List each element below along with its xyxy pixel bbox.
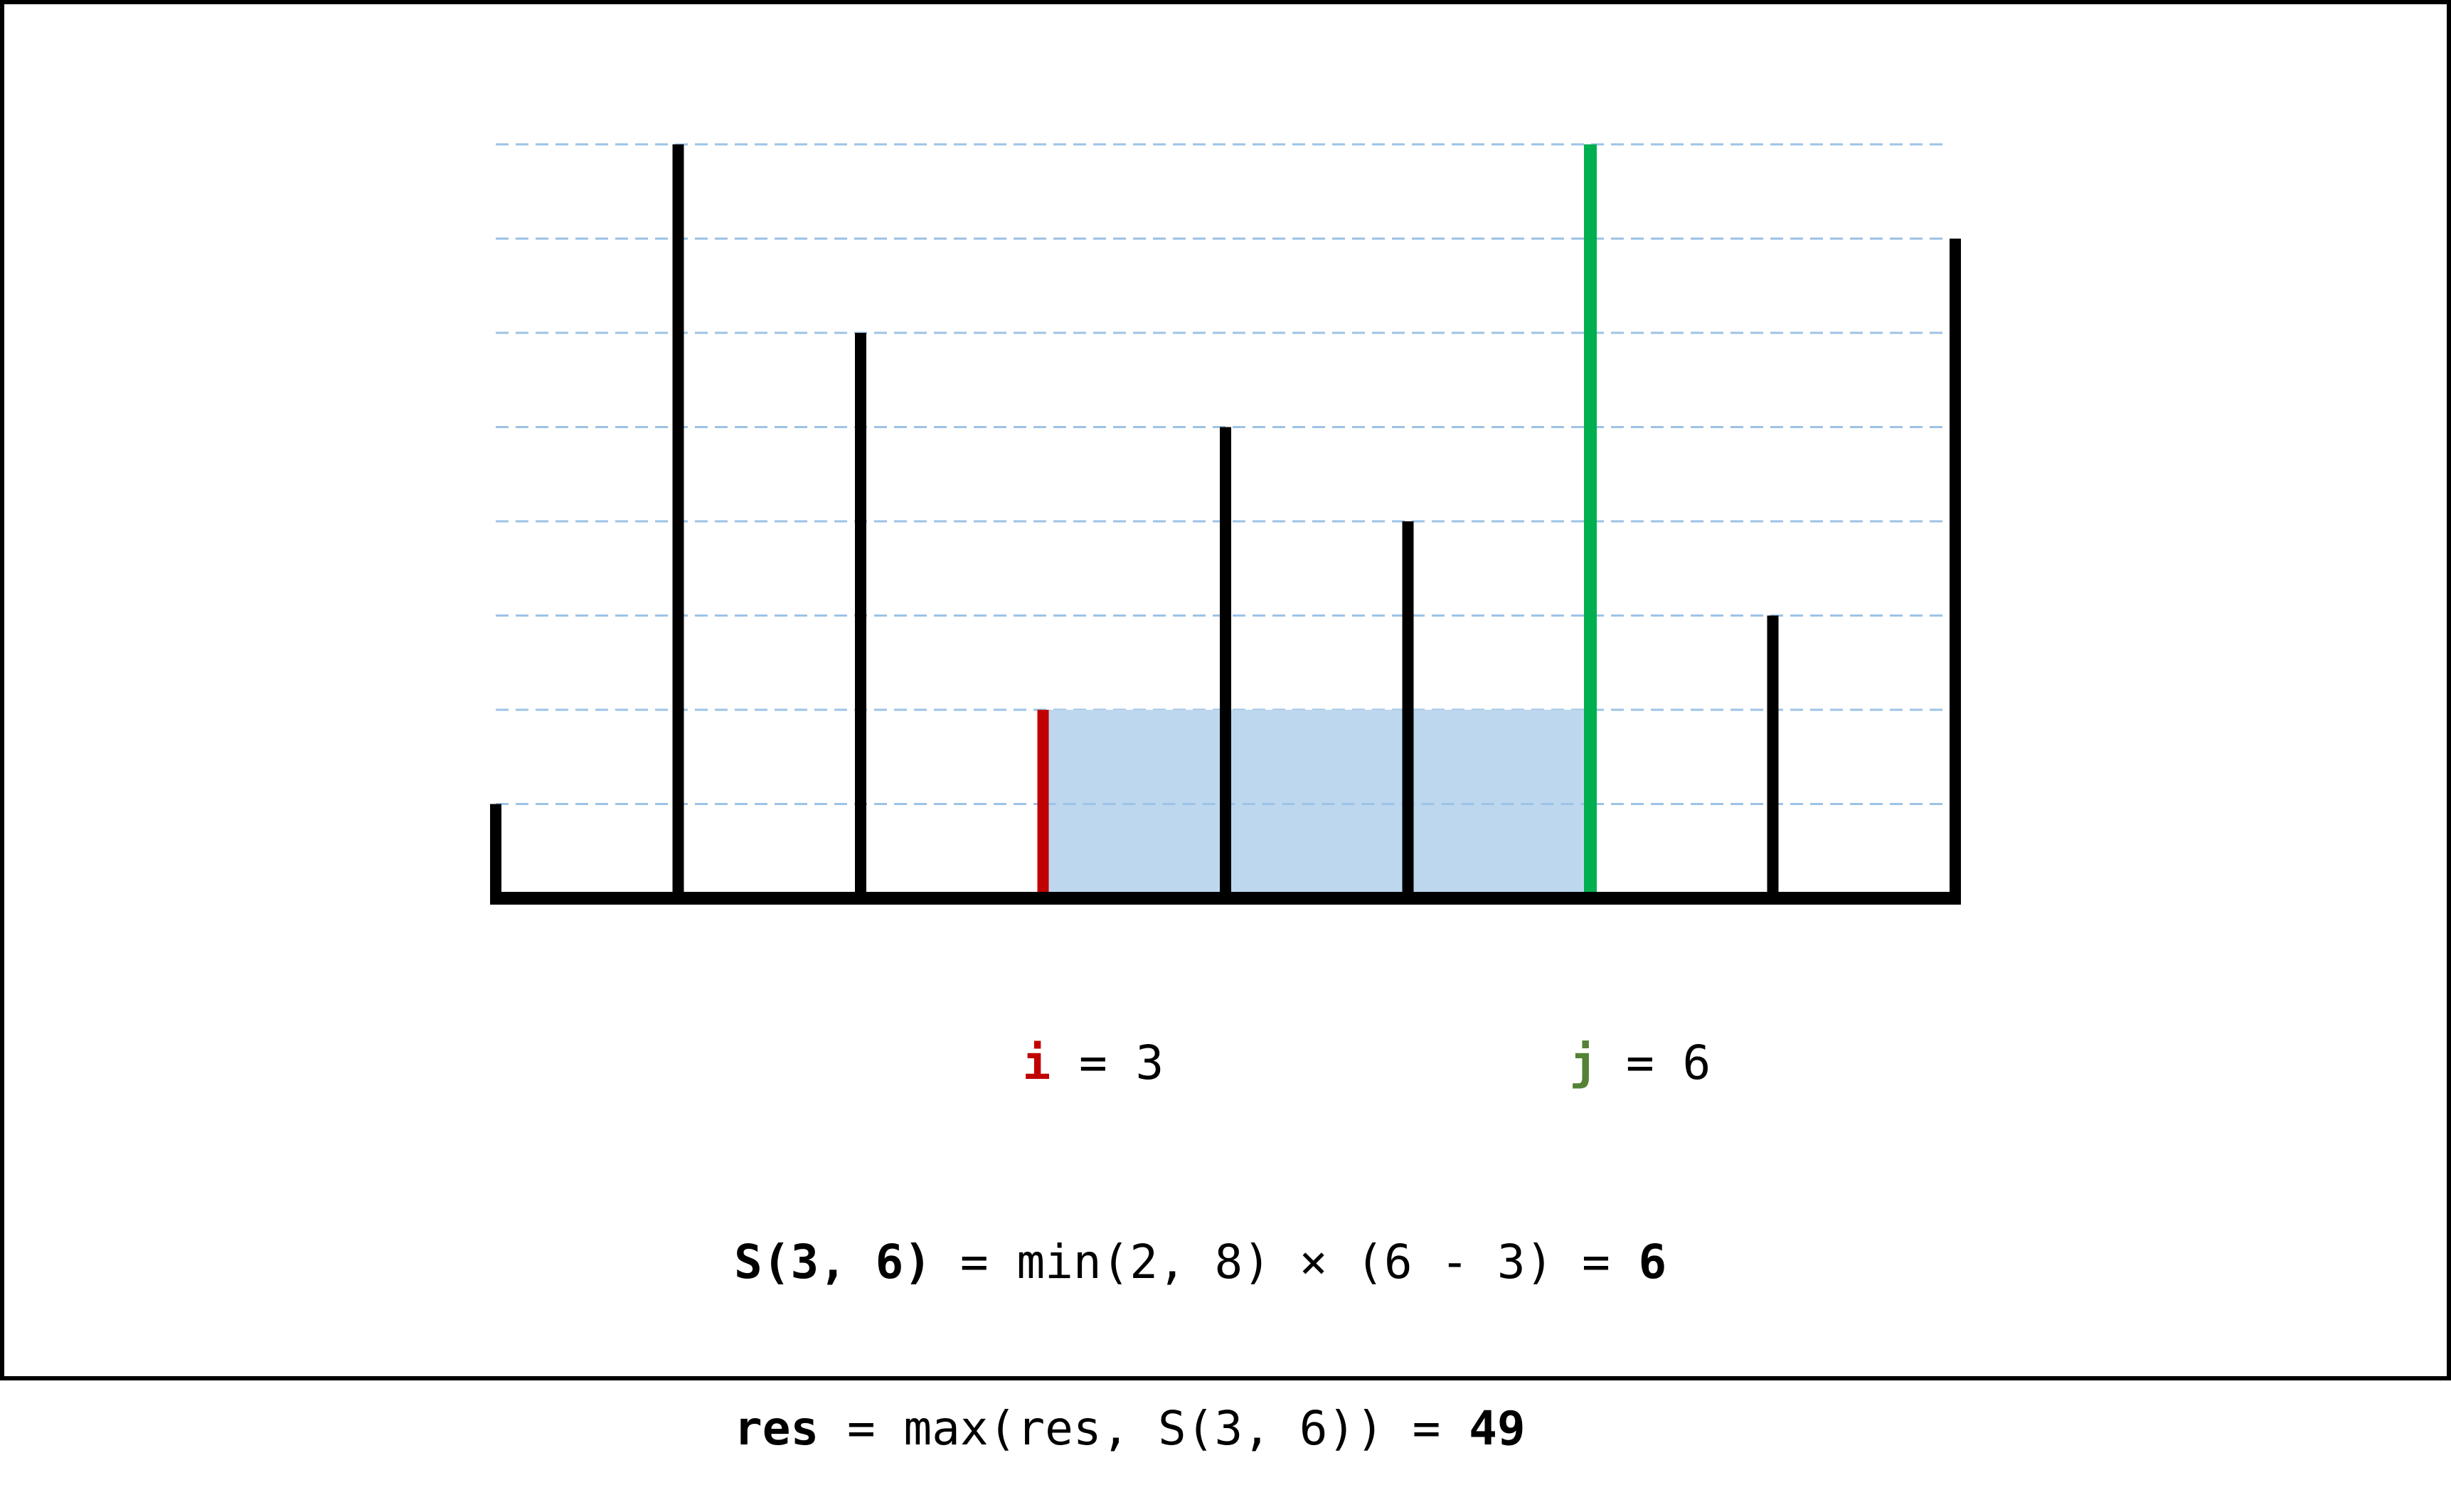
pointer-j-label: j = 6 [1513, 980, 1711, 1091]
water-area [1043, 710, 1590, 898]
formula-line-res: res = max(res, S(3, 6)) = 49 [734, 1401, 1666, 1457]
pointer-i-value: = 3 [1051, 1035, 1164, 1090]
pointer-j-var: j [1569, 1035, 1598, 1090]
res-term: res [734, 1401, 819, 1456]
pointer-i-var: i [1022, 1035, 1051, 1090]
res-result: 49 [1469, 1401, 1526, 1456]
pointer-i-label: i = 3 [966, 980, 1164, 1091]
formula-line-area: S(3, 6) = min(2, 8) × (6 - 3) = 6 [734, 1235, 1666, 1290]
bars [490, 144, 1961, 901]
container-diagram [490, 143, 1961, 905]
area-result: 6 [1638, 1235, 1667, 1289]
area-expression: = min(2, 8) × (6 - 3) = [932, 1235, 1639, 1289]
res-expression: = max(res, S(3, 6)) = [819, 1401, 1469, 1456]
formula-block: S(3, 6) = min(2, 8) × (6 - 3) = 6 res = … [734, 1124, 1666, 1512]
pointer-j-value: = 6 [1597, 1035, 1711, 1090]
area-term: S(3, 6) [734, 1235, 932, 1289]
